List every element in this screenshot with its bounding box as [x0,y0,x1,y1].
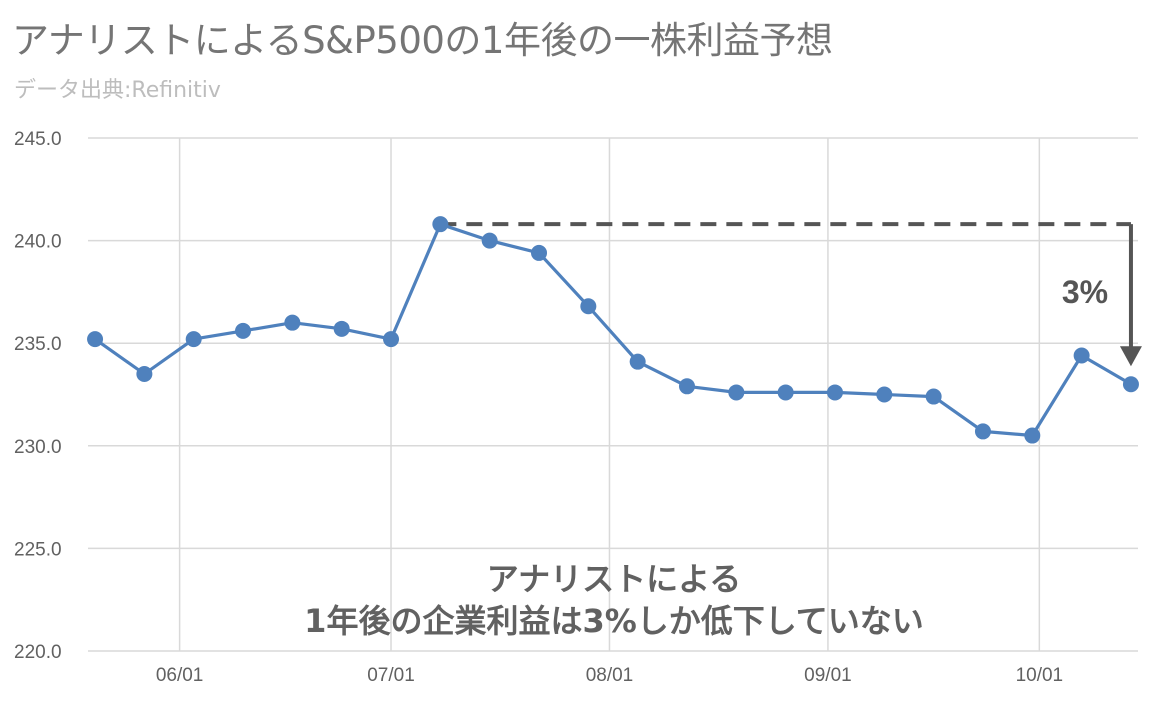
x-tick-label: 08/01 [586,665,634,686]
data-point [481,232,498,249]
data-point [1024,427,1041,444]
data-point [432,216,449,233]
x-axis-ticks: 06/01 07/01 08/01 09/01 10/01 [156,665,1063,686]
data-point [876,386,893,403]
chart-title: アナリストによるS&P500の1年後の一株利益予想 [12,19,833,62]
data-point [974,423,991,440]
data-point [87,331,104,348]
y-tick-label: 245.0 [14,129,62,150]
y-tick-label: 240.0 [14,232,62,253]
x-tick-label: 09/01 [804,665,852,686]
data-point [235,322,252,339]
x-tick-label: 06/01 [156,665,204,686]
grid-layer [88,137,1138,652]
series-layer [87,216,1139,444]
x-tick-label: 10/01 [1016,665,1064,686]
data-point [1122,376,1139,393]
y-tick-label: 235.0 [14,334,62,355]
text-annotations: 3% アナリストによる 1年後の企業利益は3%しか低下していない [304,274,1108,640]
data-point [284,314,301,331]
annotation-line-2: 1年後の企業利益は3%しか低下していない [304,602,924,640]
data-point [531,244,548,261]
data-point [629,353,646,370]
data-point [826,384,843,401]
data-point [678,378,695,395]
series-line [94,222,1132,438]
y-tick-label: 230.0 [14,437,62,458]
data-point [728,384,745,401]
x-tick-label: 07/01 [367,665,415,686]
annotation-layer [440,222,1142,367]
y-tick-label: 220.0 [14,642,62,663]
chart-subtitle: データ出典:Refinitiv [14,78,221,103]
data-point [383,331,400,348]
data-point [136,365,153,382]
arrow-head [1119,346,1142,367]
annotation-line-1: アナリストによる [487,560,741,598]
y-axis-ticks: 220.0 225.0 230.0 235.0 240.0 245.0 [14,129,62,663]
data-point [185,331,202,348]
data-point [1073,347,1090,364]
data-point [777,384,794,401]
data-point [925,388,942,405]
data-point [333,320,350,337]
y-tick-label: 225.0 [14,539,62,560]
data-point [580,298,597,315]
percent-annotation: 3% [1062,274,1108,310]
